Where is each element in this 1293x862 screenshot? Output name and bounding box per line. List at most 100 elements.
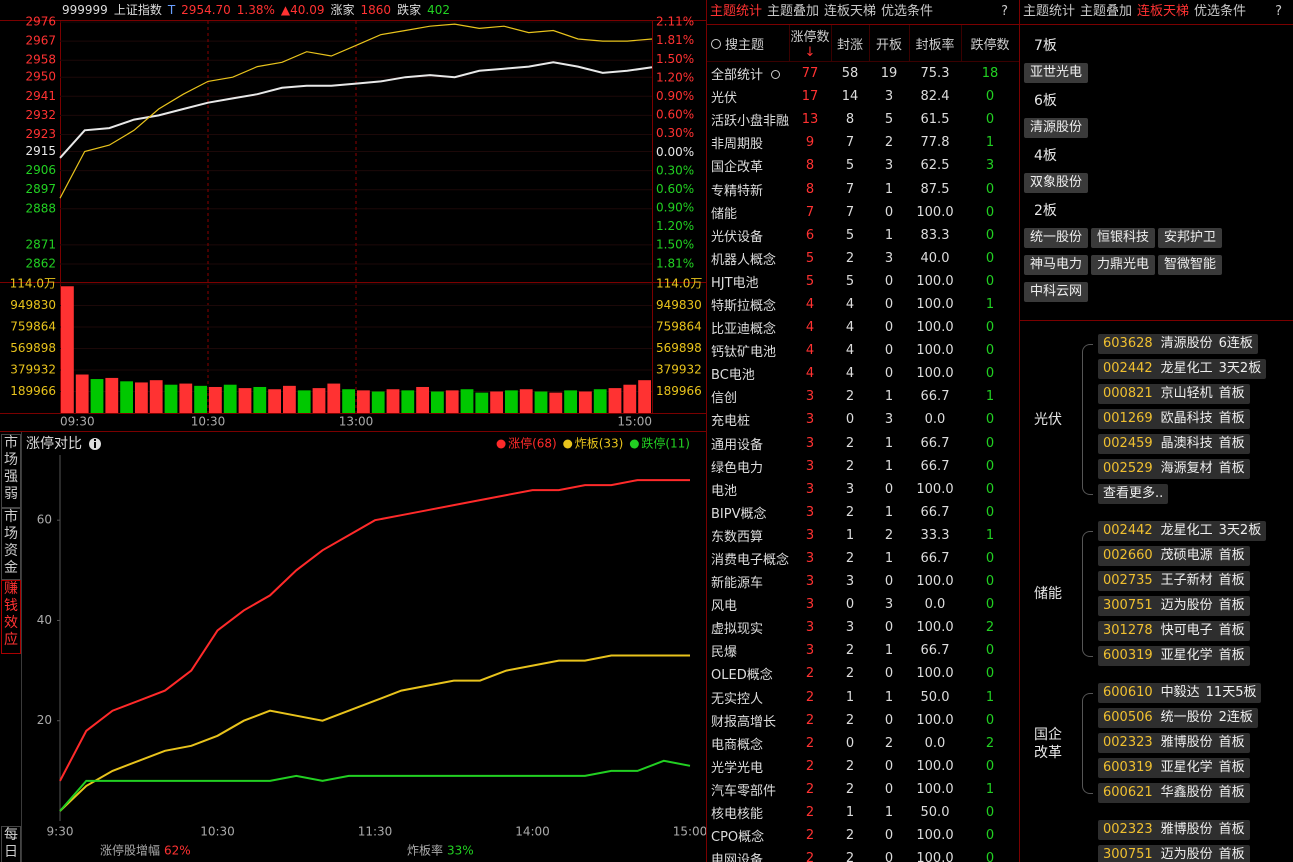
theme-cell: 62.5	[920, 158, 950, 174]
stock-chip[interactable]: 603628 清源股份 6连板	[1098, 334, 1258, 354]
stock-button[interactable]: 双象股份	[1024, 173, 1089, 193]
tab[interactable]: ?	[1001, 4, 1008, 19]
stock-chip[interactable]: 002442 龙星化工 3天2板	[1098, 359, 1267, 379]
column-header[interactable]: 跌停数	[961, 25, 1019, 62]
theme-row[interactable]: 消费电子概念 3 2 1 66.7 0	[707, 547, 1019, 570]
tab[interactable]: 主题叠加	[1080, 4, 1133, 19]
theme-row[interactable]: 专精特新 8 7 1 87.5 0	[707, 177, 1019, 200]
stock-chip[interactable]: 000821 京山轻机 首板	[1098, 384, 1250, 404]
theme-row[interactable]: 机器人概念 5 2 3 40.0 0	[707, 247, 1019, 270]
stock-chip[interactable]: 001269 欧晶科技 首板	[1098, 409, 1250, 429]
theme-row[interactable]: BC电池 4 4 0 100.0 0	[707, 362, 1019, 385]
theme-row[interactable]: 虚拟现实 3 3 0 100.0 2	[707, 616, 1019, 639]
theme-group: 储能 002442 龙星化工 3天2板 002660 茂硕电源 首板 002735 王子新材 首板…	[1020, 519, 1293, 669]
header-row: 搜主题 涨停数↓ 封涨 开板 封板率 跌停数	[707, 25, 1019, 62]
theme-cell: 100.0	[916, 273, 954, 289]
theme-row[interactable]: 全部统计 77 58 19 75.3 18	[707, 62, 1019, 86]
theme-row[interactable]: 风电 3 0 3 0.0 0	[707, 593, 1019, 616]
stock-chip[interactable]: 600506 统一股份 2连板	[1098, 708, 1258, 728]
stock-chip[interactable]: 301278 快可电子 首板	[1098, 621, 1250, 641]
stock-chip[interactable]: 002323 雅博股份 首板	[1098, 820, 1250, 840]
theme-row[interactable]: 无实控人 2 1 1 50.0 1	[707, 686, 1019, 709]
column-header[interactable]: 封板率	[909, 25, 962, 62]
stock-chip[interactable]: 002459 晶澳科技 首板	[1098, 434, 1250, 454]
stock-chip[interactable]: 600319 亚星化学 首板	[1098, 646, 1250, 666]
stock-button[interactable]: 统一股份	[1024, 228, 1089, 248]
theme-row[interactable]: HJT电池 5 5 0 100.0 0	[707, 270, 1019, 293]
stock-chip[interactable]: 002660 茂硕电源 首板	[1098, 546, 1250, 566]
stock-button[interactable]: 智微智能	[1158, 255, 1223, 275]
tab[interactable]: ?	[1275, 4, 1282, 19]
column-header[interactable]: 封涨	[831, 25, 870, 62]
theme-row[interactable]: 钙钛矿电池 4 4 0 100.0 0	[707, 339, 1019, 362]
side-tab[interactable]: 赚钱效应	[1, 580, 21, 654]
theme-row[interactable]: 电池 3 3 0 100.0 0	[707, 478, 1019, 501]
theme-row[interactable]: 核电核能 2 1 1 50.0 0	[707, 801, 1019, 824]
theme-row[interactable]: 储能 7 7 0 100.0 0	[707, 201, 1019, 224]
theme-row[interactable]: 信创 3 2 1 66.7 1	[707, 385, 1019, 408]
theme-cell: 100.0	[916, 851, 954, 862]
tab[interactable]: 连板天梯	[824, 4, 877, 19]
stock-chip[interactable]: 300751 迈为股份 首板	[1098, 845, 1250, 862]
stock-chip[interactable]: 600319 亚星化学 首板	[1098, 758, 1250, 778]
theme-cell: 2	[805, 781, 815, 797]
theme-row[interactable]: 充电桩 3 0 3 0.0 0	[707, 408, 1019, 431]
tab[interactable]: 主题统计	[710, 4, 763, 19]
stock-chip[interactable]: 300751 迈为股份 首板	[1098, 596, 1250, 616]
theme-row[interactable]: 比亚迪概念 4 4 0 100.0 0	[707, 316, 1019, 339]
stock-chip[interactable]: 002323 雅博股份 首板	[1098, 733, 1250, 753]
tab[interactable]: 优选条件	[1194, 4, 1247, 19]
theme-row[interactable]: 新能源车 3 3 0 100.0 0	[707, 570, 1019, 593]
theme-row[interactable]: 光伏 17 14 3 82.4 0	[707, 85, 1019, 108]
stock-chip[interactable]: 600610 中毅达 11天5板	[1098, 683, 1262, 703]
theme-row[interactable]: 光学光电 2 2 0 100.0 0	[707, 755, 1019, 778]
column-header[interactable]: 涨停数↓	[789, 25, 832, 62]
tab[interactable]: 连板天梯	[1137, 4, 1190, 19]
theme-row[interactable]: 绿色电力 3 2 1 66.7 0	[707, 455, 1019, 478]
theme-row[interactable]: 国企改革 8 5 3 62.5 3	[707, 154, 1019, 177]
column-header[interactable]: 开板	[869, 25, 910, 62]
theme-row[interactable]: 非周期股 9 7 2 77.8 1	[707, 131, 1019, 154]
theme-name: 民爆	[711, 645, 738, 661]
stock-button[interactable]: 中科云网	[1024, 282, 1089, 302]
theme-cell: 0	[985, 435, 995, 451]
stock-button[interactable]: 安邦护卫	[1158, 228, 1223, 248]
stock-tag: 首板	[1218, 386, 1245, 401]
volume-bar	[460, 389, 474, 413]
stock-button[interactable]: 清源股份	[1024, 118, 1089, 138]
side-tab[interactable]: 每日	[1, 826, 21, 862]
theme-row[interactable]: 民爆 3 2 1 66.7 0	[707, 639, 1019, 662]
stock-row: 000821 京山轻机 首板	[1098, 382, 1293, 407]
theme-row[interactable]: 电网设备 2 2 0 100.0 0	[707, 847, 1019, 862]
theme-row[interactable]: 特斯拉概念 4 4 0 100.0 1	[707, 293, 1019, 316]
side-tab[interactable]: 市场资金	[1, 508, 21, 580]
theme-row[interactable]: OLED概念 2 2 0 100.0 0	[707, 662, 1019, 685]
stock-button[interactable]: 力鼎光电	[1091, 255, 1156, 275]
stock-chip[interactable]: 002529 海源复材 首板	[1098, 459, 1250, 479]
tab[interactable]: 主题叠加	[767, 4, 820, 19]
theme-row[interactable]: 通用设备 3 2 1 66.7 0	[707, 432, 1019, 455]
theme-row[interactable]: BIPV概念 3 2 1 66.7 0	[707, 501, 1019, 524]
theme-name: 非周期股	[711, 137, 764, 153]
theme-row[interactable]: 财报高增长 2 2 0 100.0 0	[707, 709, 1019, 732]
stock-button[interactable]: 神马电力	[1024, 255, 1089, 275]
limit-line	[59, 654, 690, 812]
theme-row[interactable]: 汽车零部件 2 2 0 100.0 1	[707, 778, 1019, 801]
tab[interactable]: 主题统计	[1023, 4, 1076, 19]
stock-chip[interactable]: 600621 华鑫股份 首板	[1098, 783, 1250, 803]
theme-row[interactable]: 光伏设备 6 5 1 83.3 0	[707, 224, 1019, 247]
stock-chip[interactable]: 002735 王子新材 首板	[1098, 571, 1250, 591]
theme-row[interactable]: 东数西算 3 1 2 33.3 1	[707, 524, 1019, 547]
stock-button[interactable]: 亚世光电	[1024, 63, 1089, 83]
volume-bar	[90, 379, 104, 413]
more-button[interactable]: 查看更多..	[1098, 484, 1169, 504]
stock-button[interactable]: 恒银科技	[1091, 228, 1156, 248]
theme-row[interactable]: CPO概念 2 2 0 100.0 0	[707, 824, 1019, 847]
side-tab[interactable]: 市场强弱	[1, 434, 21, 508]
search-label[interactable]: 搜主题	[725, 37, 765, 53]
stock-chip[interactable]: 002442 龙星化工 3天2板	[1098, 521, 1267, 541]
search-icon	[711, 38, 721, 49]
theme-row[interactable]: 活跃小盘非融 13 8 5 61.5 0	[707, 108, 1019, 131]
theme-row[interactable]: 电商概念 2 0 2 0.0 2	[707, 732, 1019, 755]
tab[interactable]: 优选条件	[881, 4, 934, 19]
